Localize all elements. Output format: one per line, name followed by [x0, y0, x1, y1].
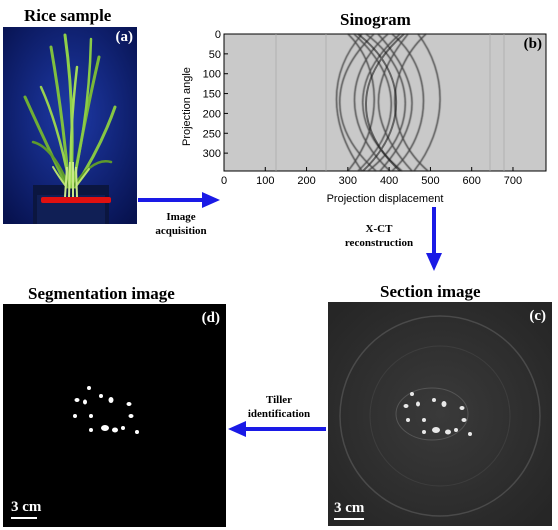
- section-title: Section image: [380, 282, 481, 301]
- label-xct-reconstruction-line1: X-CT: [365, 223, 393, 235]
- label-image-acquisition-line1: Image: [166, 211, 196, 223]
- label-tiller-identification-line1: Tiller: [265, 394, 293, 406]
- ct-section: [328, 302, 552, 526]
- sinogram-title: Sinogram: [340, 10, 411, 29]
- sinogram-x-tick-label: 0: [221, 175, 227, 187]
- arrow-identification: [228, 419, 326, 444]
- sinogram-plot: Projection angle Projection displacement…: [178, 28, 550, 206]
- rice-plant-illustration: [3, 27, 137, 224]
- sinogram-y-tick-label: 250: [203, 128, 221, 140]
- scale-label-section: 3 cm: [334, 500, 365, 516]
- arrow-acquisition: [138, 190, 220, 215]
- sinogram-y-tick-label: 150: [203, 89, 221, 101]
- scale-bar-segmentation: 3 cm: [11, 499, 41, 519]
- sinogram-x-tick-label: 600: [463, 175, 481, 187]
- sinogram-y-tick-label: 300: [203, 148, 221, 160]
- segmentation-title: Segmentation image: [28, 284, 175, 303]
- section-image: (c) 3 cm: [328, 302, 552, 526]
- sinogram-x-tick-label: 700: [504, 175, 522, 187]
- scale-line-segmentation: [11, 517, 37, 519]
- label-tiller-identification: Tiller identification: [236, 393, 322, 421]
- scale-label-segmentation: 3 cm: [11, 499, 42, 515]
- panel-tag-b: (b): [523, 36, 542, 52]
- label-xct-reconstruction: X-CT reconstruction: [334, 222, 424, 250]
- sinogram-x-tick-label: 100: [256, 175, 274, 187]
- sinogram-y-tick-label: 0: [215, 29, 221, 41]
- cut-line: [41, 197, 111, 203]
- segmentation-image: (d) 3 cm: [3, 304, 226, 527]
- sinogram-y-tick-label: 100: [203, 69, 221, 81]
- rice-sample-photo: (a): [3, 27, 137, 224]
- label-image-acquisition: Image acquisition: [146, 210, 216, 238]
- panel-tag-d: (d): [201, 310, 220, 326]
- sinogram-y-tick-label: 200: [203, 108, 221, 120]
- label-xct-reconstruction-line2: reconstruction: [344, 237, 414, 249]
- sinogram-x-tick-label: 300: [339, 175, 357, 187]
- scale-bar-section: 3 cm: [334, 500, 364, 520]
- sinogram-x-tick-label: 500: [421, 175, 439, 187]
- sinogram-x-tick-label: 400: [380, 175, 398, 187]
- rice-sample-title: Rice sample: [24, 6, 112, 25]
- sinogram-y-label: Projection angle: [181, 67, 193, 146]
- sinogram-y-tick-label: 50: [209, 49, 221, 61]
- label-image-acquisition-line2: acquisition: [155, 225, 207, 237]
- label-tiller-identification-line2: identification: [247, 408, 311, 420]
- scale-line-section: [334, 518, 364, 520]
- segmented-tillers: [73, 386, 139, 434]
- panel-tag-c: (c): [529, 308, 546, 324]
- sinogram-x-tick-label: 200: [297, 175, 315, 187]
- arrow-reconstruction: [424, 207, 444, 276]
- sinogram-x-label: Projection displacement: [327, 193, 444, 205]
- panel-tag-a: (a): [115, 29, 134, 45]
